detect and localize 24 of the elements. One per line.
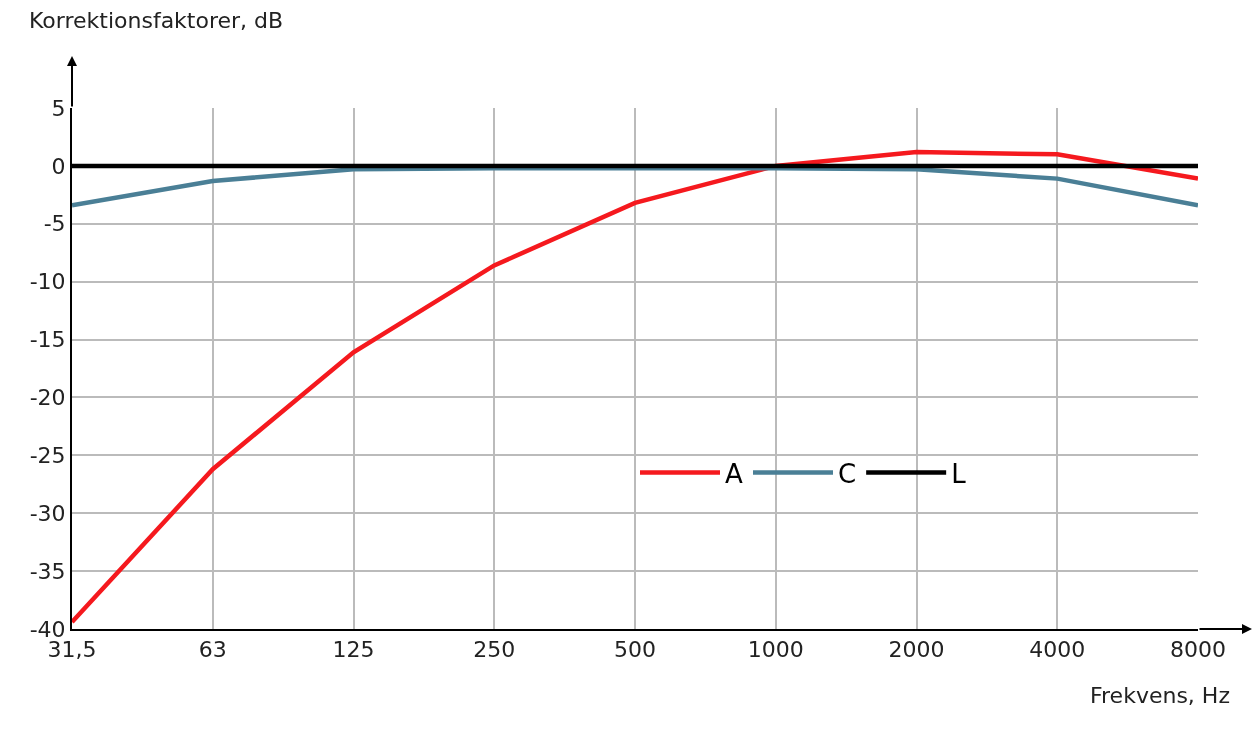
x-tick-label: 500 [614, 637, 656, 663]
y-tick-label: -30 [29, 500, 66, 526]
y-tick-label: 5 [51, 95, 66, 121]
x-axis-title: Frekvens, Hz [1090, 683, 1230, 708]
x-tick-label: 1000 [747, 637, 804, 663]
y-tick-label: -35 [29, 558, 66, 584]
y-tick-label: 0 [51, 153, 66, 179]
x-tick-label: 250 [473, 637, 516, 663]
x-tick-label: 8000 [1170, 637, 1226, 663]
y-tick-label: -10 [29, 269, 66, 295]
y-tick-label: -25 [29, 443, 66, 469]
line-series [72, 149, 1198, 625]
y-axis-title: Korrektionsfaktorer, dB [29, 8, 284, 33]
legend-label: A [725, 458, 743, 489]
y-tick-label: -20 [29, 385, 66, 411]
line-series [72, 165, 1198, 208]
x-tick-label: 4000 [1029, 637, 1086, 663]
x-tick-label: 2000 [888, 637, 945, 663]
legend-label: L [951, 458, 967, 489]
x-tick-label: 125 [332, 637, 375, 663]
x-tick-label: 63 [198, 637, 227, 663]
legend-label: C [838, 458, 857, 489]
y-tick-label: -15 [29, 327, 66, 353]
y-tick-label: -5 [43, 211, 66, 237]
